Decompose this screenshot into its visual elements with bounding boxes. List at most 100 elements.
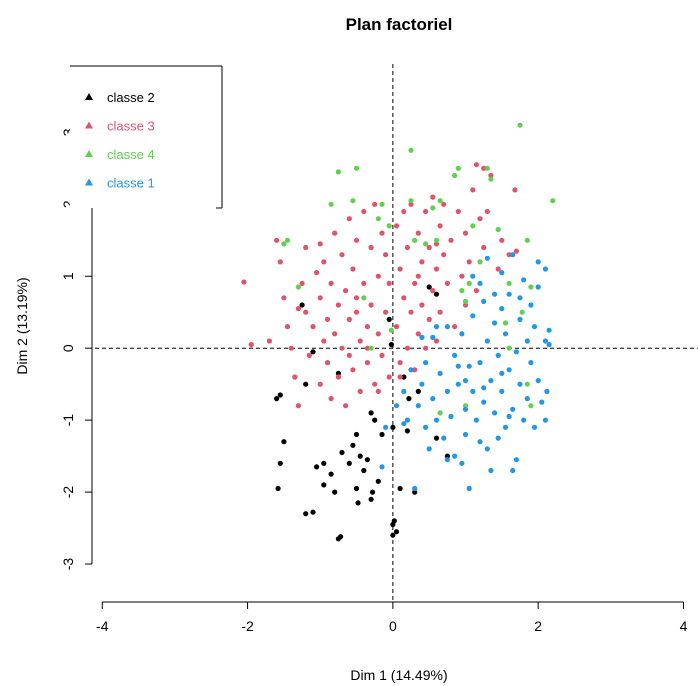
data-point [470,313,476,319]
data-point [346,352,352,358]
data-point [539,399,545,405]
data-point [357,453,363,459]
data-point [328,396,334,402]
data-point [332,230,338,236]
data-point [531,424,538,430]
data-point [314,270,320,276]
data-point [284,324,291,330]
data-point [415,273,421,279]
data-point [462,406,469,412]
data-point [281,295,287,301]
data-point [499,388,505,394]
data-point [521,277,527,283]
series-classe-4 [281,122,556,416]
data-point [317,381,323,387]
data-point [281,241,287,247]
data-point [433,266,440,272]
y-tick-label: 3 [60,128,76,136]
data-point [426,244,432,251]
y-tick-label: 0 [60,344,76,352]
data-point [499,306,505,312]
data-point [379,431,385,438]
data-point [510,252,516,258]
data-point [481,399,487,405]
data-point [481,244,487,251]
data-point [433,338,440,344]
data-point [444,457,450,463]
data-point [542,417,549,423]
data-point [310,349,316,355]
data-point [321,259,327,265]
data-point [357,338,363,344]
data-point [295,306,301,312]
data-point [484,255,490,261]
data-point [303,244,309,251]
data-point [542,266,549,272]
data-point [430,205,436,211]
data-point [375,273,381,279]
data-point [535,284,541,290]
data-point [437,198,443,204]
data-point [266,338,272,344]
data-point [353,295,360,301]
data-point [433,237,440,243]
data-point [375,331,381,337]
data-point [332,489,338,495]
data-point [455,381,461,387]
data-point [502,320,509,326]
data-point [517,316,523,322]
data-point [368,410,374,416]
data-point [338,534,344,540]
data-point [393,529,400,535]
data-point [488,378,494,384]
data-point [519,309,525,315]
data-point [521,417,527,423]
data-point [466,259,472,265]
data-point [550,198,556,204]
data-point [430,288,436,294]
data-point [375,216,381,222]
data-point [343,288,349,294]
data-point [430,194,436,200]
data-point [473,417,479,423]
data-point [353,485,360,492]
data-point [506,291,512,297]
data-point [437,309,443,315]
data-point [510,406,516,412]
data-point [397,485,403,492]
data-point [481,298,487,304]
data-point [444,453,450,459]
data-point [393,324,400,330]
data-point [277,259,283,265]
data-point [484,338,490,344]
legend-triangle-icon [85,121,93,129]
data-point [275,485,281,492]
data-point [481,385,487,391]
data-point [477,216,483,222]
data-point [459,288,465,294]
data-point [364,457,370,463]
x-tick-label: 4 [680,618,688,634]
data-point [466,280,472,286]
data-point [364,324,370,330]
data-point [433,435,440,441]
data-point [495,352,501,358]
data-point [423,241,429,247]
data-point [423,208,429,215]
data-point [437,223,443,229]
data-point [455,208,461,215]
data-point [506,367,512,373]
data-point [361,295,367,301]
data-point [408,147,414,153]
data-point [459,273,465,279]
data-point [408,198,414,204]
data-point [441,435,447,441]
x-tick-label: 0 [389,618,397,634]
data-point [274,237,280,243]
data-point [481,165,487,171]
data-point [524,237,530,243]
data-point [321,338,327,344]
data-point [390,424,396,430]
data-point [430,334,436,340]
